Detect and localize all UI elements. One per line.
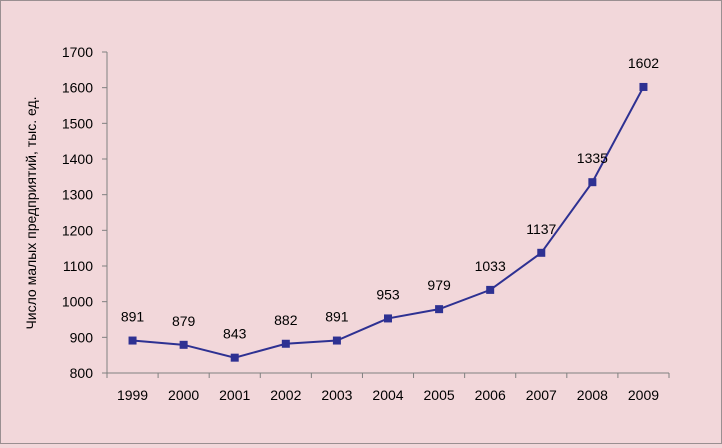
data-label: 1137	[526, 221, 556, 237]
y-tick-label: 1700	[62, 44, 93, 60]
y-tick-label: 1600	[62, 80, 93, 96]
data-point-marker	[639, 82, 648, 91]
x-tick-label: 2003	[321, 387, 352, 403]
x-tick-label: 2008	[577, 387, 608, 403]
y-tick-label: 900	[70, 329, 94, 345]
x-tick-label: 2009	[628, 387, 659, 403]
x-tick-label: 2001	[219, 387, 250, 403]
x-tick-label: 2002	[270, 387, 301, 403]
data-point-marker	[435, 305, 444, 314]
data-label: 882	[274, 312, 298, 328]
data-point-marker	[128, 336, 137, 345]
series-markers	[128, 82, 648, 362]
data-label: 1033	[475, 258, 506, 274]
data-label: 891	[325, 309, 349, 325]
x-tick-label: 2005	[424, 387, 455, 403]
y-tick-label: 1100	[63, 258, 93, 274]
data-label: 1335	[577, 150, 608, 166]
y-tick-label: 1200	[62, 222, 93, 238]
data-label: 1602	[628, 55, 659, 71]
data-labels: 891 879 843 882 891 953 979 1033 1137 1335 1602	[121, 55, 659, 342]
y-tick-label: 800	[70, 365, 94, 381]
x-tick-labels: 1999 2000 2001 2002 2003 2004 2005 2006 2007 2008…	[117, 387, 659, 403]
data-label: 879	[172, 313, 196, 329]
x-tick-label: 1999	[117, 387, 148, 403]
data-point-marker	[486, 285, 495, 294]
x-tick-label: 2007	[526, 387, 557, 403]
axes	[102, 51, 670, 378]
data-label: 891	[121, 309, 145, 325]
data-point-marker	[537, 248, 546, 257]
y-axis-label-group: Число малых предприятий, тыс. ед.	[23, 96, 39, 329]
data-point-marker	[588, 178, 597, 187]
y-tick-label: 1000	[62, 294, 93, 310]
x-tick-label: 2000	[168, 387, 199, 403]
x-tick-label: 2006	[475, 387, 506, 403]
data-label: 843	[223, 326, 247, 342]
data-point-marker	[179, 340, 188, 349]
y-tick-label: 1300	[62, 187, 93, 203]
y-tick-label: 1400	[62, 151, 93, 167]
data-point-marker	[230, 353, 239, 362]
y-axis-label: Число малых предприятий, тыс. ед.	[23, 96, 39, 329]
y-tick-label: 1500	[62, 115, 93, 131]
data-point-marker	[281, 339, 290, 348]
data-point-marker	[332, 336, 341, 345]
data-label: 979	[427, 277, 451, 293]
y-tick-labels: 800 900 1000 1100 1200 1300 1400 1500 1600 1700	[62, 44, 93, 381]
data-point-marker	[384, 314, 392, 323]
data-label: 953	[376, 286, 400, 302]
x-tick-label: 2004	[372, 387, 403, 403]
